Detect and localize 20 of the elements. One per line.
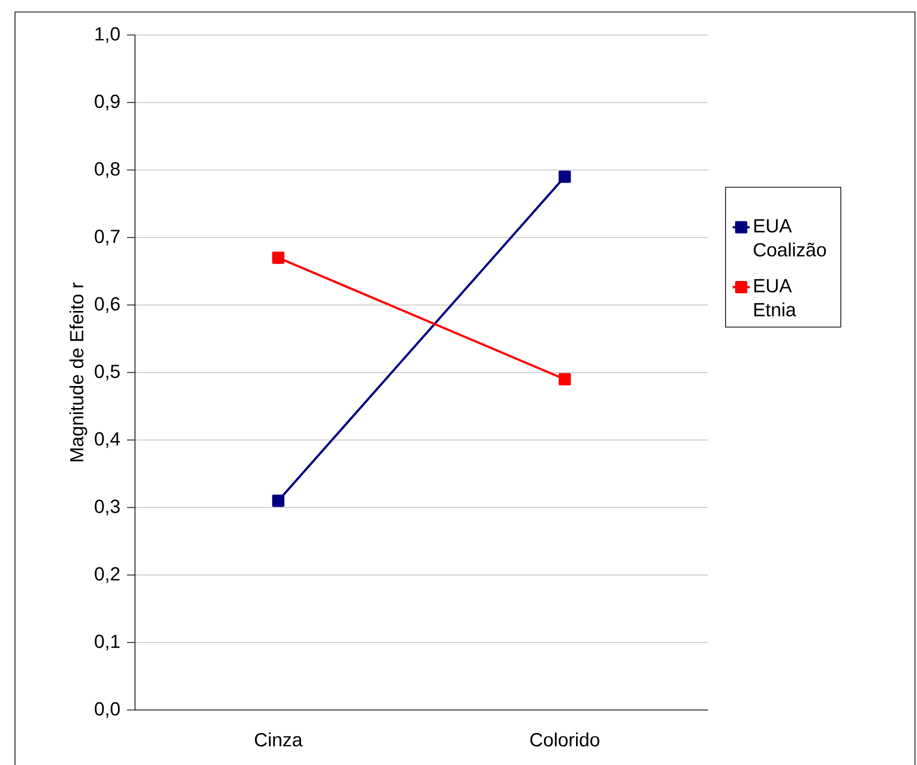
y-tick-label: 0,8 (94, 162, 120, 178)
y-tick-label: 0,2 (94, 567, 120, 583)
y-axis-title: Magnitude de Efeito r (69, 282, 88, 462)
y-tick-label: 0,6 (94, 297, 120, 313)
y-tick-label: 0,1 (94, 634, 120, 650)
y-tick-label: 0,4 (94, 432, 120, 448)
y-tick-label: 0,3 (94, 500, 120, 516)
point (272, 252, 284, 264)
legend-label: EUA Etnia (754, 279, 796, 316)
x-tick-label: Cinza (254, 732, 303, 746)
y-tick-label: 0,0 (94, 702, 120, 718)
point (558, 373, 571, 386)
y-tick-label: 0,5 (94, 364, 120, 380)
y-tick-label: 0,9 (94, 94, 120, 110)
point (558, 170, 571, 183)
legend-label: EUA Coalizão (754, 219, 826, 257)
y-tick-label: 1,0 (96, 27, 120, 43)
point (272, 494, 284, 507)
y-tick-label: 0,7 (94, 230, 120, 246)
x-tick-label: Colorido (530, 732, 600, 746)
